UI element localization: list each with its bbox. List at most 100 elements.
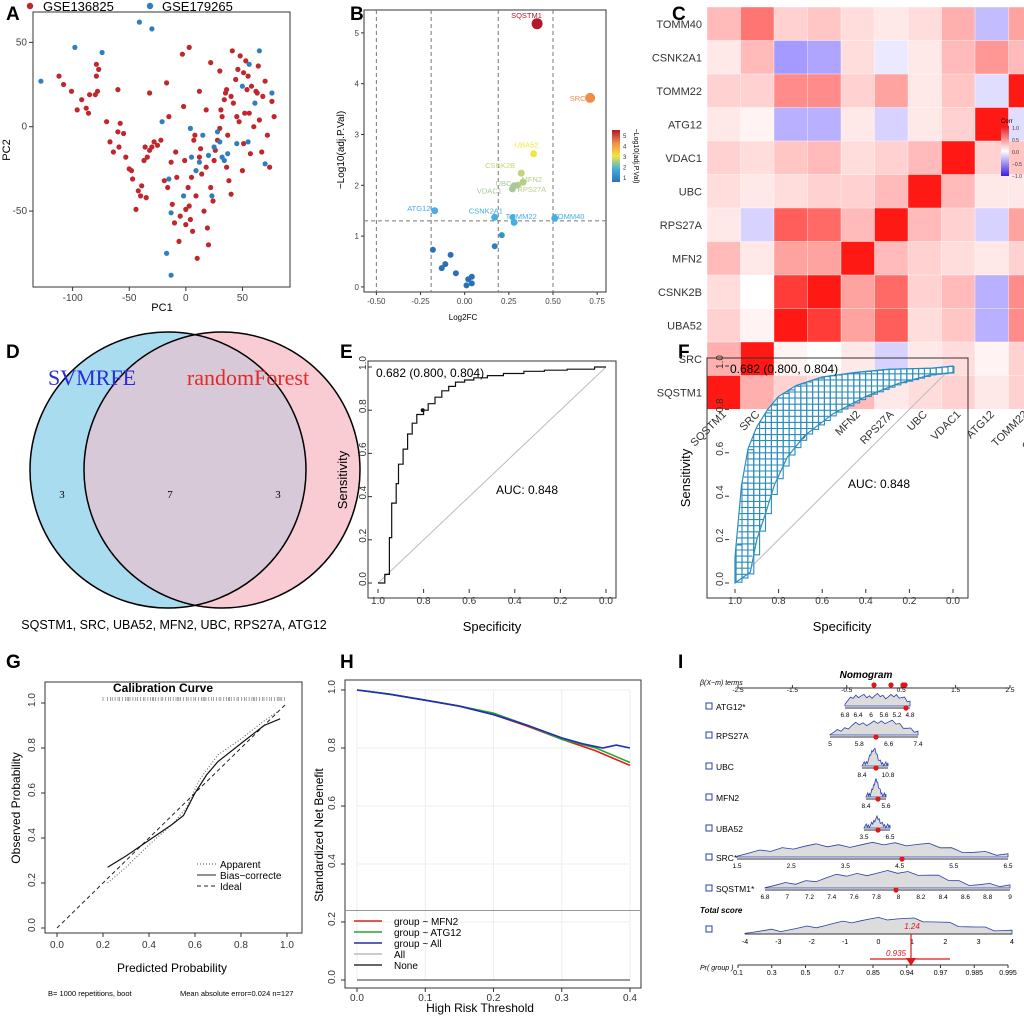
- variable-tick-label: 7.8: [872, 894, 881, 901]
- data-point-gse136825: [196, 154, 202, 160]
- volcano-point: [463, 282, 470, 289]
- x-tick-label: 0.8: [417, 596, 431, 607]
- row-label: SQSTM1: [657, 387, 702, 399]
- heatmap-cell: [706, 274, 741, 309]
- heatmap-cell: [941, 140, 976, 175]
- variable-tick-label: 8.4: [857, 772, 866, 779]
- variable-tick-label: 3.5: [841, 863, 850, 870]
- probability-tick-label: 0.5: [801, 970, 811, 977]
- x-tick-label: -0.25: [411, 297, 430, 306]
- heatmap-cell: [706, 140, 741, 175]
- variable-label: RPS27A: [716, 731, 749, 741]
- variable-tick-label: 8.8: [983, 894, 992, 901]
- heatmap-cell: [907, 308, 942, 343]
- variable-density: [736, 841, 1009, 858]
- total-checkbox: [705, 925, 713, 933]
- heatmap-cell: [773, 274, 808, 309]
- panel-letter-g: G: [6, 652, 21, 673]
- variable-point: [899, 856, 905, 862]
- panel-letter-a: A: [6, 4, 20, 25]
- heatmap-cell: [740, 375, 775, 410]
- heatmap-cell: [740, 341, 775, 376]
- point-label: CSNK2A1: [469, 207, 503, 216]
- column-label: MFN2: [833, 409, 863, 439]
- y-tick-label: 0.4: [715, 485, 726, 499]
- data-point-gse136825: [248, 83, 255, 89]
- heatmap-cell: [941, 207, 976, 242]
- x-axis-label: High Risk Threshold: [426, 1001, 534, 1015]
- variable-point: [873, 734, 879, 740]
- variable-tick-label: 5.8: [855, 741, 864, 748]
- heatmap-cell: [941, 174, 976, 209]
- data-point-gse179265: [245, 139, 251, 145]
- x-axis-label: Specificity: [463, 619, 522, 634]
- data-point-gse136825: [85, 110, 92, 116]
- heatmap-cell: [874, 308, 909, 343]
- data-point-gse136825: [74, 107, 80, 113]
- volcano-point: [517, 169, 525, 177]
- data-point-gse136825: [130, 176, 136, 182]
- variable-tick-label: 6.8: [840, 712, 849, 719]
- diagonal-reference-line: [377, 366, 607, 584]
- x-tick-label: 0.50: [545, 297, 561, 306]
- heatmap-cell: [874, 6, 909, 41]
- data-point-gse136825: [229, 48, 235, 54]
- data-point-gse136825: [68, 88, 75, 94]
- heatmap-cell: [840, 40, 875, 75]
- data-point-gse136825: [169, 201, 175, 207]
- row-label: UBA52: [667, 320, 702, 332]
- data-point-gse136825: [244, 87, 250, 93]
- data-point-gse136825: [262, 78, 268, 84]
- heatmap-cell: [807, 207, 842, 242]
- data-point-gse136825: [255, 63, 261, 69]
- y-tick-label: 0.2: [358, 528, 369, 542]
- probability-tick-label: 0.1: [733, 970, 743, 977]
- data-point-gse136825: [141, 157, 147, 164]
- data-point-gse136825: [236, 119, 242, 125]
- data-point-gse179265: [187, 125, 193, 131]
- heatmap-cell: [1008, 341, 1024, 376]
- legend-label: group ~ ATG12: [394, 928, 462, 939]
- heatmap-cell: [907, 107, 942, 142]
- data-point-gse136825: [139, 183, 145, 189]
- probability-value: 0.935: [886, 949, 907, 958]
- point-label: VDAC1: [477, 186, 502, 195]
- data-point-gse179265: [269, 90, 275, 96]
- heatmap-cell: [740, 6, 775, 41]
- heatmap-cell: [706, 174, 741, 209]
- y-axis-label: Sensitivity: [335, 450, 350, 509]
- legend-label: All: [394, 950, 405, 961]
- data-point-gse136825: [158, 137, 164, 143]
- data-point-gse179265: [166, 176, 172, 182]
- data-point-gse136825: [210, 198, 216, 204]
- data-point-gse136825: [234, 114, 240, 120]
- data-point-gse136825: [104, 119, 110, 125]
- heatmap-cell: [941, 375, 976, 410]
- y-tick-label: 3: [355, 130, 360, 139]
- data-point-gse136825: [217, 68, 223, 74]
- data-point-gse179265: [262, 161, 268, 167]
- y-tick-label: -50: [13, 206, 28, 217]
- heatmap-cell: [840, 274, 875, 309]
- heatmap-cell: [907, 274, 942, 309]
- variable-tick-label: 7.2: [805, 894, 814, 901]
- data-point-gse136825: [56, 73, 62, 79]
- x-axis-label: Log2FC: [449, 313, 478, 322]
- x-tick-label: 0.0: [599, 596, 613, 607]
- variable-tick-label: 6.4: [853, 712, 862, 719]
- plot-frame: [706, 357, 969, 599]
- point-label: SRC: [570, 94, 586, 103]
- cutoff-point: [420, 408, 425, 413]
- variable-label: MFN2: [716, 793, 739, 803]
- variable-tick-label: 5.2: [892, 712, 901, 719]
- colorbar-tick: 4: [623, 145, 627, 151]
- y-tick-label: 1.0: [327, 680, 338, 694]
- heatmap-cell: [740, 107, 775, 142]
- data-point-gse136825: [183, 222, 189, 228]
- y-tick-label: 5: [355, 29, 360, 38]
- data-point-gse136825: [190, 228, 196, 234]
- heatmap-cell: [773, 73, 808, 108]
- data-point-gse136825: [239, 168, 245, 174]
